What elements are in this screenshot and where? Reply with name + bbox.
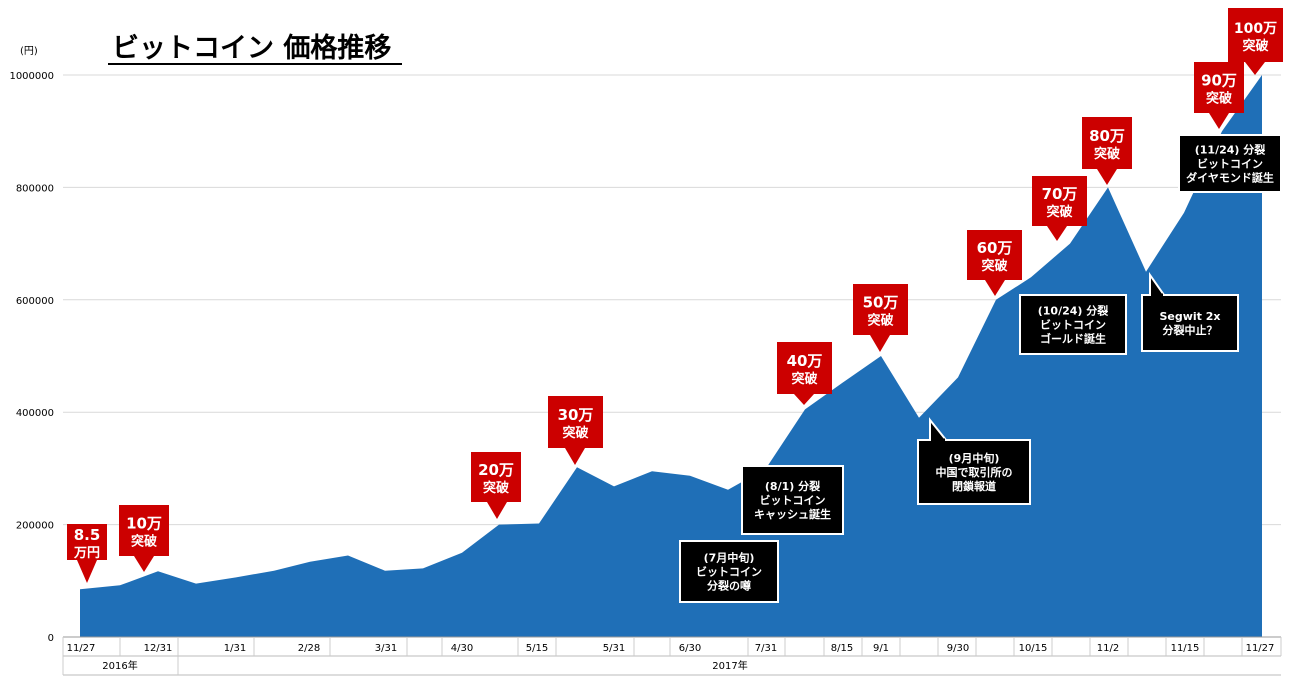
milestone-sublabel: 突破 (1094, 146, 1120, 162)
milestone-sublabel: 突破 (562, 425, 588, 441)
year-label: 2017年 (712, 659, 747, 672)
event-label: ビットコイン (760, 493, 826, 507)
event-label: キャッシュ誕生 (754, 507, 831, 521)
event-label: (9月中旬) (949, 451, 1000, 465)
title-layer: ビットコイン 価格推移 (円) (20, 33, 402, 64)
x-tick-label: 3/31 (375, 643, 397, 654)
y-tick-label: 200000 (16, 521, 54, 532)
event-label: (8/1) 分裂 (765, 479, 820, 493)
milestone-label: 100万 (1234, 21, 1277, 37)
event-label: Segwit 2x (1159, 310, 1220, 323)
x-tick-label: 9/1 (873, 643, 889, 654)
event-label: ビットコイン (1197, 157, 1263, 171)
x-tick-label: 11/27 (67, 643, 96, 654)
event-label: 分裂中止？ (1163, 323, 1218, 337)
y-tick-label: 0 (48, 633, 54, 644)
milestone-label: 40万 (787, 352, 823, 370)
x-tick-label: 5/15 (526, 643, 548, 654)
event-label: ビットコイン (696, 565, 762, 579)
milestone-label: 8.5 (74, 526, 101, 544)
x-tick-label: 1/31 (224, 643, 246, 654)
milestone-sublabel: 突破 (1242, 38, 1268, 54)
event-label: (11/24) 分裂 (1195, 143, 1266, 157)
event-label: ダイヤモンド誕生 (1186, 171, 1274, 185)
x-tick-label: 12/31 (144, 643, 173, 654)
x-tick-label: 9/30 (947, 643, 969, 654)
milestone-label: 20万 (478, 461, 514, 479)
event-label: (7月中旬) (704, 551, 755, 565)
milestone-label: 80万 (1089, 127, 1125, 145)
event-label: ビットコイン (1040, 318, 1106, 332)
y-tick-label: 600000 (16, 296, 54, 307)
x-tick-label: 2/28 (298, 643, 320, 654)
x-tick-label: 11/2 (1097, 643, 1119, 654)
event-box (1142, 295, 1238, 351)
milestone-sublabel: 突破 (1046, 204, 1072, 220)
milestone-label: 90万 (1201, 72, 1237, 90)
x-tick-label: 5/31 (603, 643, 625, 654)
x-tick-label: 8/15 (831, 643, 853, 654)
y-unit-label: (円) (20, 46, 38, 57)
milestone-sublabel: 突破 (1206, 91, 1232, 107)
y-tick-label: 800000 (16, 183, 54, 194)
milestone-sublabel: 突破 (981, 258, 1007, 274)
milestone-label: 30万 (558, 406, 594, 424)
x-tick-label: 11/27 (1246, 643, 1275, 654)
x-tick-label: 4/30 (451, 643, 473, 654)
chart-title: ビットコイン 価格推移 (112, 33, 391, 64)
milestone-label: 70万 (1042, 185, 1078, 203)
y-tick-label: 400000 (16, 408, 54, 419)
event-label: 中国で取引所の (936, 465, 1013, 479)
milestone-sublabel: 突破 (131, 534, 157, 550)
x-tick-label: 7/31 (755, 643, 777, 654)
milestone-sublabel: 突破 (867, 313, 893, 329)
event-label: ゴールド誕生 (1040, 332, 1106, 346)
milestone-label: 60万 (977, 239, 1013, 257)
milestone-label: 10万 (126, 515, 162, 533)
x-tick-label: 6/30 (679, 643, 701, 654)
y-tick-label: 1000000 (9, 71, 54, 82)
x-tick-label: 10/15 (1019, 643, 1048, 654)
event-label: 閉鎖報道 (952, 479, 996, 493)
milestone-sublabel: 突破 (791, 371, 817, 387)
milestone-sublabel: 突破 (483, 480, 509, 496)
milestone-label: 50万 (863, 294, 899, 312)
year-label: 2016年 (102, 659, 137, 672)
x-tick-label: 11/15 (1171, 643, 1200, 654)
milestone-callout: 8.5 万円 (67, 524, 107, 583)
event-label: (10/24) 分裂 (1038, 304, 1109, 318)
event-label: 分裂の噂 (707, 579, 751, 593)
milestone-sublabel: 万円 (73, 546, 100, 561)
